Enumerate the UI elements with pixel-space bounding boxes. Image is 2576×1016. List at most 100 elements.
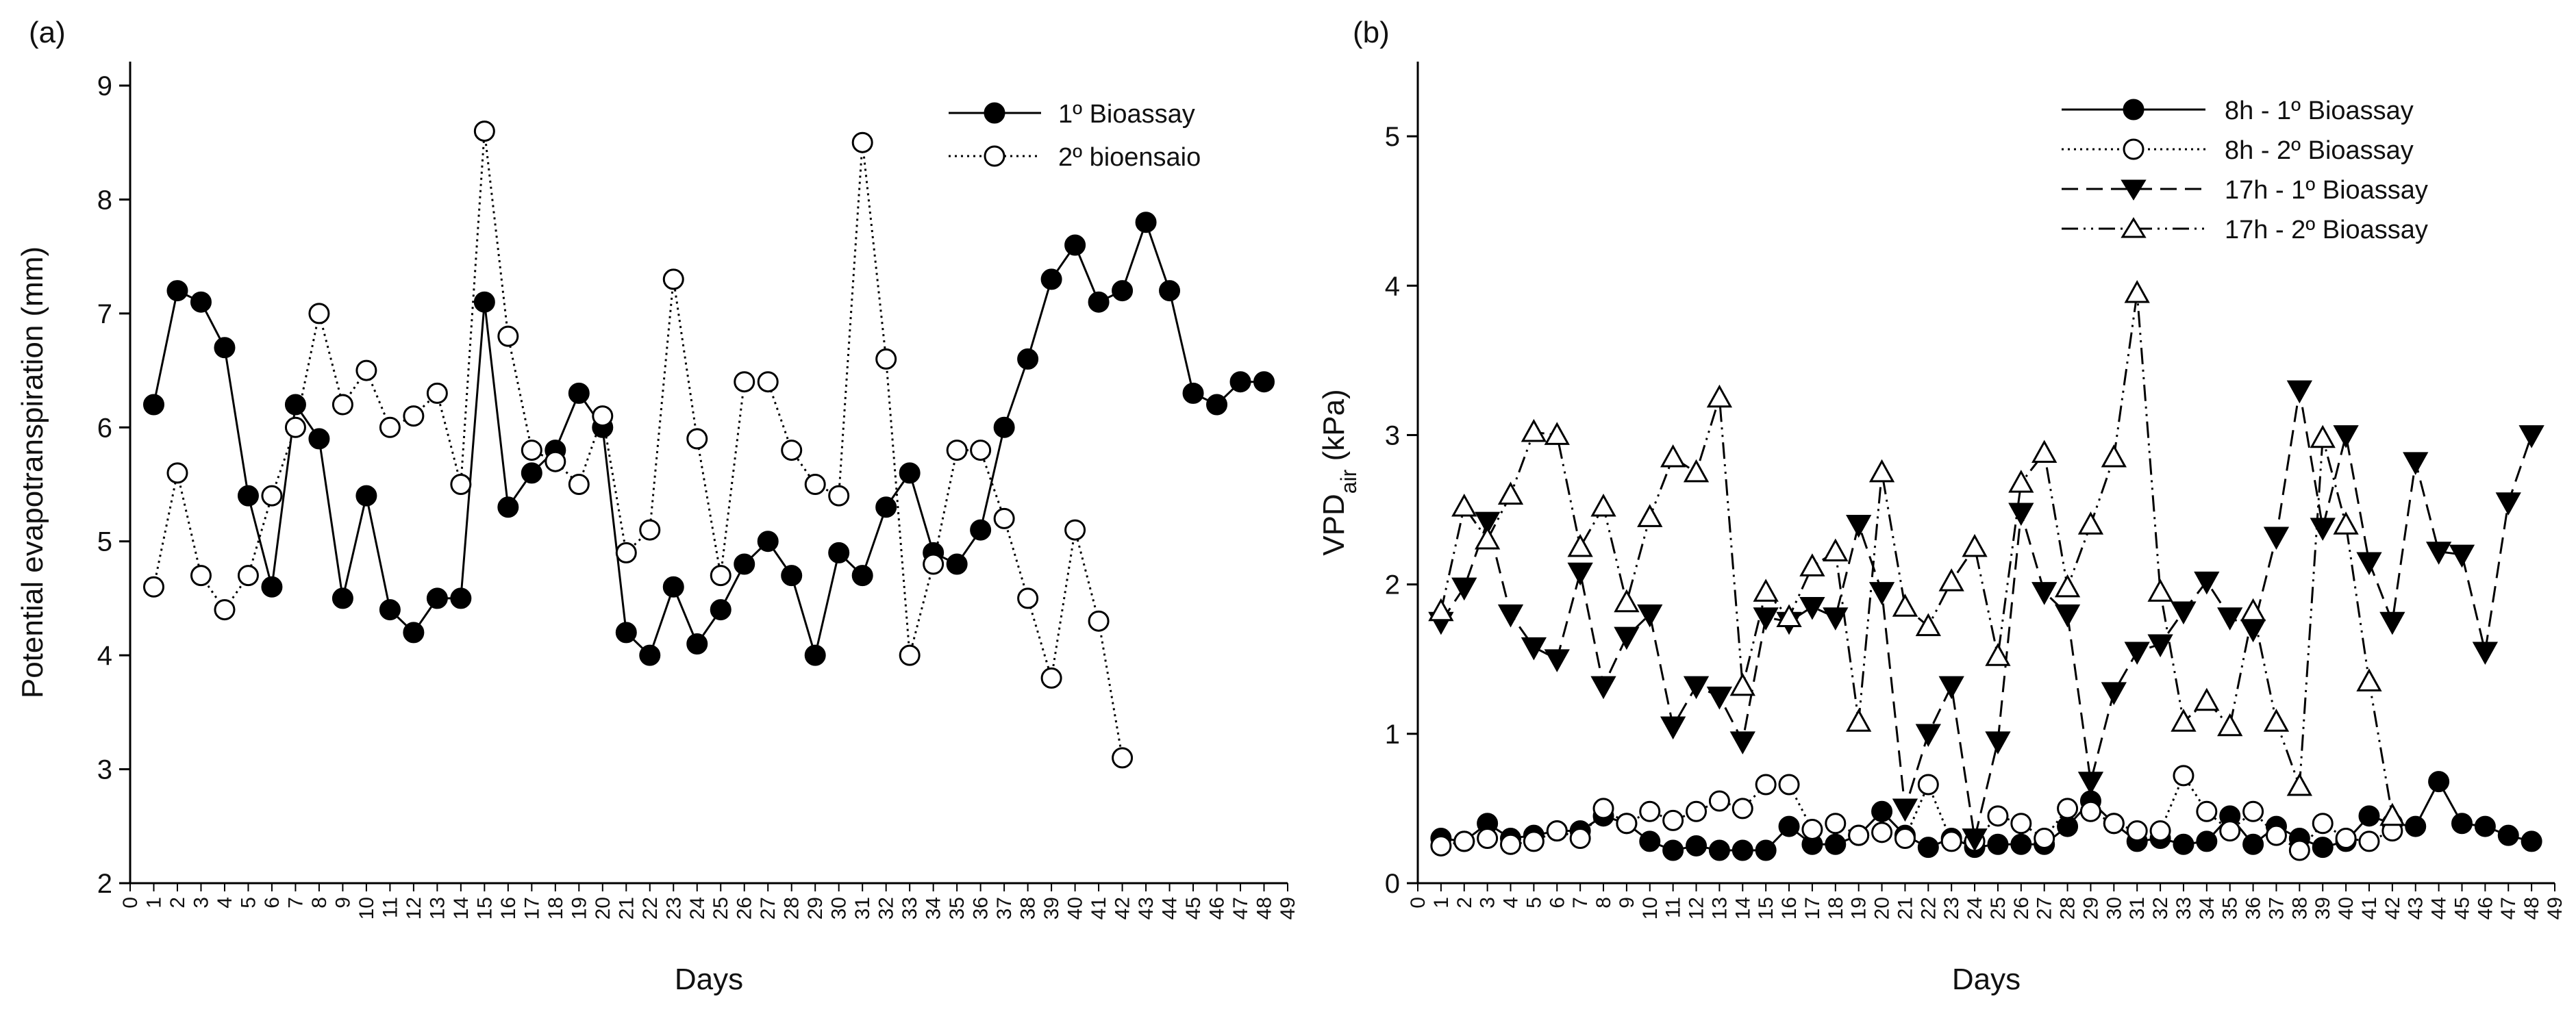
panel-b-xtick-label: 22 (1917, 897, 1940, 919)
panel-b-series-4-point (2240, 598, 2266, 622)
panel-b-series-3-point (2403, 452, 2429, 475)
panel-b-xtick-label: 20 (1871, 897, 1894, 919)
panel-a-series-2-point (923, 553, 945, 575)
panel-b-series-3-point (2077, 772, 2104, 795)
panel-a-series-2-point (970, 440, 992, 461)
panel-a-xtick-label: 41 (1088, 897, 1110, 919)
panel-b-series-3-point (1892, 798, 1918, 822)
panel-a-ytick-label: 6 (97, 413, 112, 443)
panel-b-series-3-point (1544, 649, 1570, 672)
panel-b-series-2-point (2219, 820, 2241, 842)
panel-b-series-3-point (1660, 716, 1686, 740)
panel-b-legend: 8h - 1º Bioassay 8h - 2º Bioassay 17h - … (2062, 97, 2428, 244)
panel-b-series-4-point (2008, 470, 2034, 493)
panel-b-xtick-label: 14 (1731, 897, 1754, 919)
panel-a-ytick-label: 4 (97, 641, 112, 671)
panel-a-series-1-point (521, 462, 542, 484)
panel-b-series-3-point (2171, 601, 2197, 625)
panel-a-series-2-point (686, 428, 708, 450)
vpd-label-unit: (kPa) (1317, 389, 1351, 469)
panel-b-xtick-label: 9 (1616, 897, 1638, 909)
panel-a-xtick-label: 24 (686, 897, 709, 919)
panel-b-series-1-point (2358, 805, 2380, 827)
panel-b-series-2-point (2358, 830, 2380, 852)
panel-b-series-2-point (1523, 830, 1545, 852)
panel-a-series-1-point (379, 599, 401, 621)
legend-b-entry-4: 17h - 2º Bioassay (2062, 216, 2428, 244)
panel-b-xtick-label: 7 (1569, 897, 1592, 909)
panel-b-xtick-label: 12 (1686, 897, 1708, 919)
panel-b-series-3-point (1474, 511, 1501, 535)
panel-a-series-2-point (1017, 587, 1039, 609)
panel-a-xtick-label: 18 (545, 897, 567, 919)
panel-b-series-2-point (2010, 813, 2032, 835)
panel-b-series-4-point (2077, 511, 2104, 535)
panel-b-series-3-point (2333, 425, 2359, 448)
panel-b-series-3-point (2518, 425, 2544, 448)
panel-a-xtick-label: 3 (190, 897, 212, 909)
panel-b-xtick-label: 1 (1430, 897, 1453, 909)
panel-a-xtick-label: 10 (355, 897, 378, 919)
panel-b-series-3-point (2054, 604, 2081, 628)
panel-b-series-1-point (2497, 824, 2519, 846)
panel-b-series-4-point (2101, 444, 2127, 468)
panel-b-xtick-label: 18 (1825, 897, 1847, 919)
panel-a-legend: 1º Bioassay 2º bioensaio (949, 100, 1201, 172)
legend-b-label-1: 8h - 1º Bioassay (2225, 97, 2414, 125)
panel-a-series-1-point (1229, 371, 1251, 393)
panel-b-series-3-line (1440, 390, 2533, 839)
panel-b-series-2-point (2312, 813, 2334, 835)
panel-b-xtick-label: 33 (2173, 897, 2195, 919)
panel-a-series-2-point (426, 382, 448, 404)
panel-b-series-1-point (1708, 839, 1730, 861)
panel-b-series-1-point (2428, 771, 2450, 793)
panel-b-series-1-point (1686, 835, 1708, 856)
panel-b-series-2-point (2079, 800, 2101, 822)
panel-b-xtick-label: 2 (1453, 897, 1476, 909)
panel-a-series (142, 120, 1275, 769)
panel-b-series-2-point (1500, 833, 1522, 855)
panel-a-y-axis-label: Potential evapotranspiration (mm) (16, 246, 49, 698)
panel-a-xtick-label: 22 (639, 897, 662, 919)
panel-a-series-2-point (662, 268, 684, 290)
panel-b-xtick-label: 0 (1407, 897, 1429, 909)
panel-b-x-axis-label: Days (1952, 963, 2021, 996)
panel-a-series-2-point (545, 450, 566, 472)
panel-b-series-4-point (1474, 526, 1501, 550)
panel-b-series-3-point (2472, 642, 2499, 665)
panel-b-series-1-point (2242, 833, 2264, 855)
panel-b-series-1-point (2196, 830, 2218, 852)
panel-b-series-3-point (1706, 686, 1733, 710)
panel-a-series-1-point (710, 599, 731, 621)
panel-b-series-3-point (2449, 544, 2475, 568)
panel-b-series-2-point (2335, 828, 2357, 850)
panel-a-series-1-point (1182, 382, 1204, 404)
panel-a-series-1-point (615, 622, 637, 644)
panel-a-xtick-label: 20 (592, 897, 614, 919)
panel-b-series-3-point (1521, 637, 1547, 661)
panel-b-series-3-point (2124, 642, 2150, 665)
panel-a-xtick-label: 42 (1112, 897, 1134, 919)
panel-a-ytick-label: 8 (97, 185, 112, 215)
panel-b-series-2-point (2126, 820, 2148, 842)
panel-b-series-3-point (1683, 676, 1710, 700)
panel-a-xtick-label: 19 (568, 897, 590, 919)
panel-b-xtick-label: 24 (1964, 897, 1986, 919)
panel-a-xtick-label: 45 (1182, 897, 1205, 919)
panel-a-series-2-point (757, 371, 779, 393)
panel-b-series-2-point (1894, 828, 1916, 850)
panel-a-xtick-label: 17 (521, 897, 543, 919)
panel-b-series-4-point (2147, 579, 2173, 602)
panel-a-xtick-label: 26 (734, 897, 756, 919)
panel-b-xtick-label: 34 (2196, 897, 2218, 919)
panel-b-series-2-point (1801, 818, 1823, 840)
panel-b-series-2-point (2103, 813, 2125, 835)
panel-b-series-4-point (2286, 772, 2312, 796)
legend-b-label-3: 17h - 1º Bioassay (2225, 176, 2428, 205)
panel-a-series-2-point (190, 565, 212, 587)
panel-a-xtick-label: 21 (615, 897, 638, 919)
panel-a-series-1-point (851, 565, 873, 587)
panel-a-xtick-label: 5 (237, 897, 260, 909)
panel-b-series-3-point (2008, 503, 2034, 526)
panel-b-series-1-point (1871, 800, 1893, 822)
